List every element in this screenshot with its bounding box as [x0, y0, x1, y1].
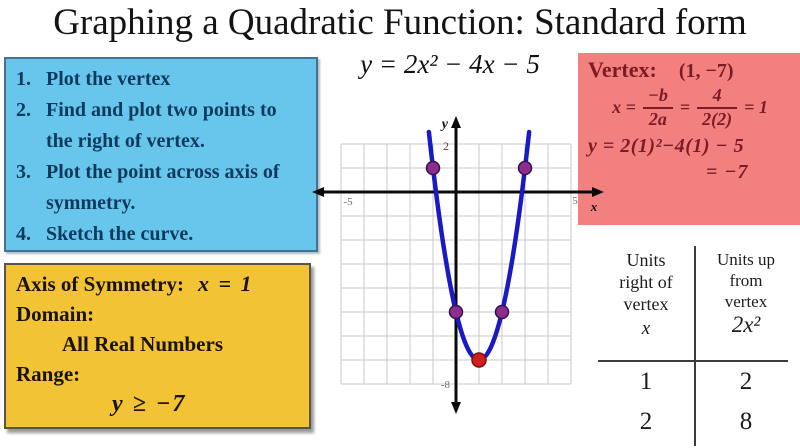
fraction-neg-b-over-2a: −b 2a	[642, 85, 673, 130]
axis-of-symmetry-value: x = 1	[197, 271, 254, 296]
vertex-row: Vertex: (1, −7)	[588, 57, 792, 83]
vertex-y-calculation: y = 2(1)²−4(1) − 5	[588, 134, 745, 157]
step-item-4: 4. Sketch the curve.	[16, 219, 312, 250]
table-cell: 2	[639, 408, 653, 435]
svg-text:5: 5	[572, 195, 578, 207]
step-item-3: 3. Plot the point across axis of symmetr…	[16, 157, 312, 219]
fraction-denominator: 2a	[648, 108, 667, 129]
table-header-col2: Units up from vertex 2x²	[698, 249, 794, 337]
vertex-label: Vertex:	[588, 57, 657, 82]
table-vertical-divider	[694, 246, 696, 446]
steps-box: 1. Plot the vertex 2. Find and plot two …	[4, 57, 318, 252]
function-equation: y = 2x² − 4x − 5	[360, 49, 540, 79]
units-table: Units right of vertex x Units up from ve…	[598, 240, 800, 448]
vertex-box: Vertex: (1, −7) x = −b 2a = 4 2(2) = 1 y…	[578, 53, 800, 225]
step-number: 3.	[16, 161, 31, 183]
step-text: Plot the vertex	[46, 68, 171, 90]
range-label: Range:	[16, 362, 81, 386]
step-text: Find and plot two points to the right of…	[46, 99, 277, 152]
domain-value: All Real Numbers	[62, 332, 223, 356]
axis-of-symmetry-label: Axis of Symmetry:	[16, 272, 184, 296]
header-line: vertex	[623, 294, 669, 314]
slide-title: Graphing a Quadratic Function: Standard …	[53, 2, 747, 43]
fraction-numerator: −b	[642, 85, 673, 109]
step-item-1: 1. Plot the vertex	[16, 64, 312, 95]
domain-label: Domain:	[16, 302, 95, 326]
quadratic-graph: y x 2 -8 -5 5	[312, 116, 604, 414]
table-cell: 2	[739, 368, 753, 395]
svg-text:-5: -5	[343, 196, 353, 208]
step-number: 2.	[16, 99, 31, 121]
svg-text:-8: -8	[441, 379, 451, 391]
step-number: 4.	[16, 223, 31, 245]
col2-symbol: 2x²	[731, 312, 761, 337]
step-item-2: 2. Find and plot two points to the right…	[16, 95, 312, 157]
axis-of-symmetry-row: Axis of Symmetry: x = 1	[16, 269, 301, 299]
properties-box: Axis of Symmetry: x = 1 Domain: All Real…	[4, 263, 311, 429]
fraction-4-over-2-2: 4 2(2)	[697, 85, 738, 130]
svg-text:2: 2	[443, 139, 449, 153]
fraction-denominator: 2(2)	[702, 108, 733, 129]
range-value: y ≥ −7	[112, 391, 187, 417]
step-number: 1.	[16, 68, 31, 90]
svg-text:y: y	[440, 117, 449, 132]
x-step-lhs: x =	[612, 97, 636, 118]
table-cell: 8	[739, 408, 753, 435]
header-line: Units	[626, 250, 666, 270]
col1-symbol: x	[641, 318, 651, 339]
vertex-x-calculation: x = −b 2a = 4 2(2) = 1	[588, 85, 792, 130]
step-text: Plot the point across axis of symmetry.	[46, 161, 280, 214]
fraction-numerator: 4	[697, 85, 738, 109]
equals-sign: =	[679, 97, 691, 118]
header-line: vertex	[724, 292, 768, 311]
vertex-y-result: = −7	[706, 160, 749, 183]
x-step-result: = 1	[744, 97, 768, 118]
header-line: right of	[619, 272, 673, 292]
table-header-rule	[598, 360, 788, 362]
header-line: from	[729, 271, 763, 290]
step-text: Sketch the curve.	[46, 223, 194, 245]
svg-text:x: x	[590, 199, 598, 214]
table-cell: 1	[639, 368, 653, 395]
vertex-value: (1, −7)	[678, 60, 734, 82]
header-line: Units up	[716, 250, 776, 269]
table-header-col1: Units right of vertex x	[598, 249, 694, 340]
